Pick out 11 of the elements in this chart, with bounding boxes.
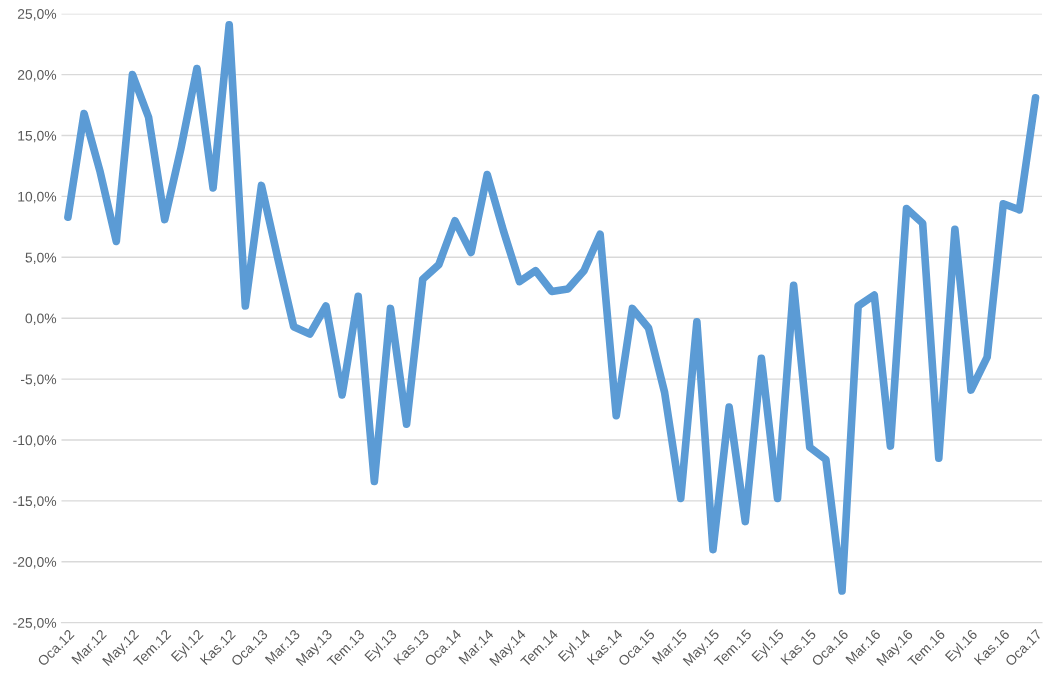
y-tick-label: -5,0% [20, 374, 57, 386]
y-tick-label: 20,0% [17, 69, 57, 82]
y-tick-label: 5,0% [25, 252, 57, 265]
y-tick-label: 10,0% [18, 191, 57, 204]
y-tick-label: -20,0% [13, 557, 57, 569]
y-tick-label: 15,0% [18, 130, 57, 143]
y-tick-label: 25,0% [17, 9, 57, 21]
y-tick-label: 0,0% [25, 313, 57, 326]
y-tick-label: -10,0% [13, 435, 57, 447]
y-tick-label: -15,0% [13, 496, 57, 508]
y-tick-label: -25,0% [13, 617, 57, 630]
